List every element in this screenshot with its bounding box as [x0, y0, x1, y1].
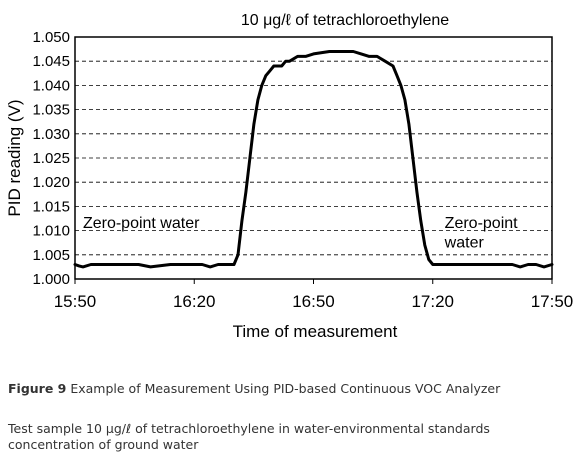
annotation-label: Zero-point	[445, 215, 518, 232]
y-tick-label: 1.035	[32, 102, 70, 119]
y-tick-label: 1.000	[32, 271, 70, 288]
annotation-label: water	[444, 235, 485, 252]
y-tick-label: 1.050	[32, 29, 70, 46]
series-line-pid-reading	[73, 50, 554, 269]
annotations: Zero-point water Zero-point water	[83, 215, 518, 251]
chart-title: 10 μg/ℓ of tetrachloroethylene	[241, 12, 449, 29]
y-tick-label: 1.020	[32, 174, 70, 191]
y-tick-label: 1.025	[32, 150, 70, 167]
y-axis-label: PID reading (V)	[5, 99, 24, 216]
x-tick-label: 15:50	[54, 292, 97, 311]
figure-caption: Figure 9 Example of Measurement Using PI…	[8, 381, 500, 396]
x-tick-label: 17:20	[411, 292, 454, 311]
grid-lines	[75, 60, 552, 256]
x-tick-label: 17:50	[531, 292, 574, 311]
y-tick-label: 1.005	[32, 247, 70, 264]
figure-label: Figure 9	[8, 381, 67, 396]
figure-note: Test sample 10 μg/ℓ of tetrachloroethyle…	[8, 421, 490, 452]
x-tick-label: 16:50	[292, 292, 335, 311]
x-tick-labels: 15:50 16:20 16:50 17:20 17:50	[54, 279, 574, 311]
figure-caption-text: Example of Measurement Using PID-based C…	[66, 381, 501, 396]
y-tick-label: 1.010	[32, 223, 70, 240]
x-tick-label: 16:20	[173, 292, 216, 311]
x-axis-label: Time of measurement	[233, 322, 398, 341]
y-tick-label: 1.040	[32, 77, 70, 94]
y-tick-labels: 1.000 1.005 1.010 1.015 1.020 1.025 1.030 1.035…	[32, 29, 70, 288]
pid-reading-chart: 10 μg/ℓ of tetrachloroethylene 1.0001.00…	[5, 12, 574, 341]
y-tick-label: 1.045	[32, 53, 70, 70]
y-tick-label: 1.015	[32, 198, 70, 215]
annotation-label: Zero-point water	[83, 215, 200, 232]
plot-frame	[74, 36, 553, 280]
y-tick-label: 1.030	[32, 126, 70, 143]
